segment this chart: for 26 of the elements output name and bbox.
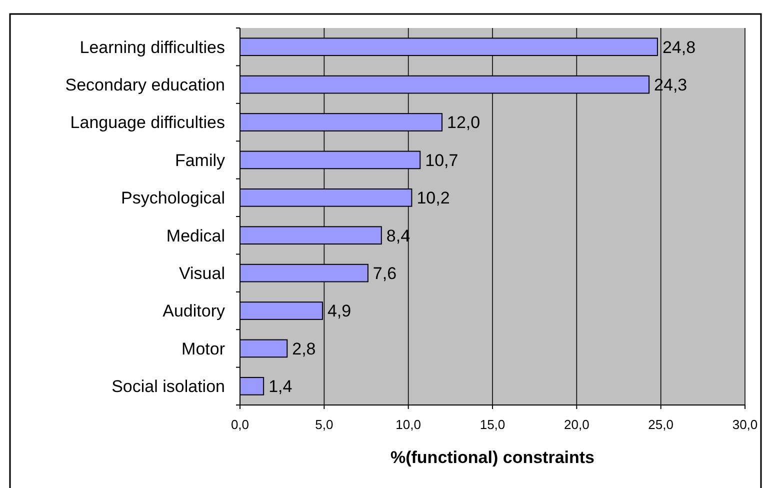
- x-tick-label: 10,0: [396, 417, 421, 432]
- x-tick-label: 15,0: [480, 417, 506, 432]
- y-tick-label: Visual: [179, 264, 225, 283]
- x-axis-title: %(functional) constraints: [390, 448, 595, 467]
- y-tick-label: Learning difficulties: [80, 38, 225, 57]
- x-tick-label: 25,0: [648, 417, 674, 432]
- data-label: 10,7: [425, 150, 458, 170]
- x-tick-label: 30,0: [732, 417, 758, 432]
- y-tick-label: Language difficulties: [70, 113, 225, 132]
- data-label: 4,9: [327, 302, 352, 321]
- data-label: 1,4: [268, 377, 292, 396]
- x-tick-label: 20,0: [564, 417, 590, 432]
- x-tick-label: 5,0: [315, 417, 334, 432]
- y-tick-label: Social isolation: [112, 377, 225, 396]
- data-label: 2,8: [292, 339, 316, 358]
- data-label: 7,6: [372, 264, 397, 283]
- y-tick-label: Medical: [166, 226, 225, 246]
- y-tick-label: Motor: [182, 339, 226, 358]
- y-tick-label: Secondary education: [65, 76, 225, 94]
- x-tick-label: 0,0: [230, 417, 250, 432]
- data-label: 10,2: [416, 188, 450, 208]
- data-label: 24,8: [662, 38, 696, 57]
- y-tick-label: Psychological: [121, 188, 225, 208]
- y-tick-label: Auditory: [162, 302, 226, 321]
- data-label: 12,0: [447, 113, 480, 132]
- y-tick-label: Family: [174, 150, 226, 170]
